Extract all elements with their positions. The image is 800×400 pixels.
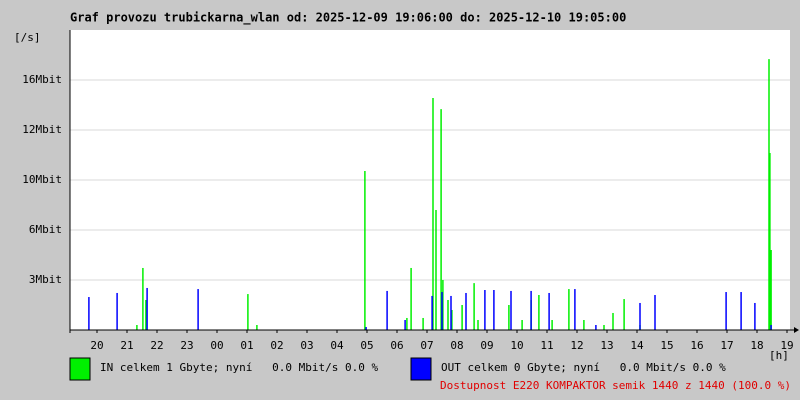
x-tick-label: 10	[510, 339, 523, 352]
x-tick-label: 01	[240, 339, 253, 352]
x-tick-label: 19	[780, 339, 793, 352]
x-tick-label: 22	[150, 339, 163, 352]
x-tick-label: 23	[180, 339, 193, 352]
annotation: Dostupnost E220 KOMPAKTOR semik 1440 z 1…	[440, 379, 791, 392]
y-axis-label: [/s]	[14, 31, 41, 44]
x-tick-label: 21	[120, 339, 133, 352]
legend-label: OUT celkem 0 Gbyte; nyní 0.0 Mbit/s 0.0 …	[441, 361, 726, 374]
y-tick-label: 3Mbit	[29, 273, 62, 286]
y-tick-label: 6Mbit	[29, 223, 62, 236]
x-tick-label: 07	[420, 339, 433, 352]
x-tick-label: 11	[540, 339, 553, 352]
legend-label: IN celkem 1 Gbyte; nyní 0.0 Mbit/s 0.0 %	[100, 361, 379, 374]
y-tick-label: 16Mbit	[22, 73, 62, 86]
x-tick-label: 05	[360, 339, 373, 352]
x-tick-label: 04	[330, 339, 344, 352]
x-axis-label: [h]	[769, 349, 789, 362]
x-tick-label: 16	[690, 339, 703, 352]
x-axis-arrow	[794, 327, 799, 333]
chart-title: Graf provozu trubickarna_wlan od: 2025-1…	[70, 11, 626, 26]
y-tick-label: 12Mbit	[22, 123, 62, 136]
x-tick-label: 18	[750, 339, 763, 352]
legend-swatch	[410, 357, 432, 381]
x-tick-label: 09	[480, 339, 493, 352]
x-tick-label: 17	[720, 339, 733, 352]
x-tick-label: 08	[450, 339, 463, 352]
x-tick-label: 02	[270, 339, 283, 352]
legend-swatch	[69, 357, 91, 381]
x-tick-label: 20	[90, 339, 103, 352]
y-tick-label: 10Mbit	[22, 173, 62, 186]
x-tick-label: 06	[390, 339, 403, 352]
x-tick-label: 14	[630, 339, 644, 352]
x-tick-label: 03	[300, 339, 313, 352]
x-tick-label: 12	[570, 339, 583, 352]
x-tick-label: 15	[660, 339, 673, 352]
x-tick-label: 13	[600, 339, 613, 352]
x-tick-label: 00	[210, 339, 223, 352]
